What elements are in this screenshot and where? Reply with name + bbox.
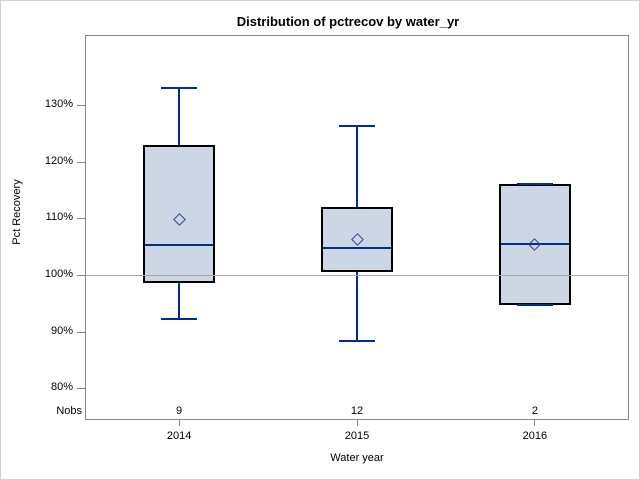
y-axis-tick-label: 90% (50, 324, 73, 337)
y-axis-tick-label: 100% (44, 268, 73, 280)
x-axis-tick (178, 420, 180, 426)
y-axis-tick-label: 80% (50, 381, 73, 394)
median-line (500, 243, 569, 246)
nobs-value: 12 (350, 405, 364, 417)
whisker-cap-top (516, 183, 553, 186)
median-line (145, 243, 214, 246)
y-axis-tick (77, 331, 85, 333)
box-iqr (321, 206, 393, 273)
x-axis-title: Water year (330, 452, 384, 464)
whisker-cap-bottom (161, 317, 198, 320)
y-axis-tick-label: 120% (44, 154, 73, 167)
whisker-cap-bottom (339, 340, 375, 343)
chart-title: Distribution of pctrecov by water_yr (236, 14, 460, 29)
y-axis-tick (77, 161, 85, 163)
y-axis-tick-label: 110% (45, 211, 73, 224)
whisker-cap-bottom (516, 304, 553, 307)
x-axis-tick-label: 2015 (344, 430, 370, 442)
nobs-value: 9 (176, 405, 183, 417)
whisker-cap-top (339, 125, 375, 128)
whisker-cap-top (161, 86, 198, 89)
x-axis-tick-label: 2014 (166, 430, 192, 442)
y-axis-tick (77, 275, 85, 276)
reference-line (85, 275, 629, 276)
median-line (323, 246, 391, 249)
box-iqr (143, 144, 216, 284)
plot-frame (85, 35, 629, 420)
nobs-row-label: Nobs (56, 405, 82, 417)
x-axis-tick-label: 2016 (522, 430, 548, 442)
y-axis-tick (77, 388, 85, 390)
x-axis-tick (534, 420, 536, 426)
y-axis-tick-label: 130% (44, 97, 73, 110)
y-axis-tick (77, 218, 85, 220)
nobs-value: 2 (531, 405, 538, 417)
y-axis-tick (77, 104, 85, 106)
x-axis-tick (356, 420, 358, 426)
